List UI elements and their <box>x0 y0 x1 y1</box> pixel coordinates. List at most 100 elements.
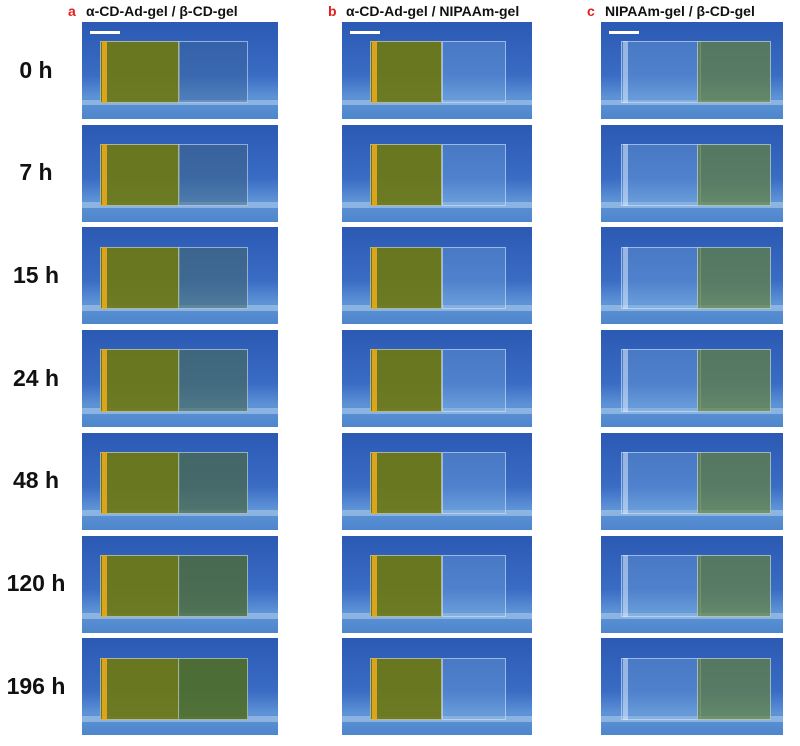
gel-block <box>442 452 506 515</box>
gel-edge <box>102 657 107 720</box>
gel-block <box>621 41 701 104</box>
panel-label: b <box>328 3 337 19</box>
gel-edge <box>102 554 107 617</box>
gel-block <box>178 657 248 720</box>
gel-block <box>100 41 180 104</box>
gel-edge <box>623 452 628 515</box>
time-label: 0 h <box>19 56 53 83</box>
gel-block <box>442 41 506 104</box>
gel-block <box>621 452 701 515</box>
photo <box>342 432 532 530</box>
gel-edge <box>372 246 377 309</box>
time-label: 7 h <box>19 159 53 186</box>
gel-edge <box>372 144 377 207</box>
time-label: 24 h <box>12 364 60 391</box>
photo <box>82 227 278 325</box>
gel-block <box>178 349 248 412</box>
gel-block <box>370 657 442 720</box>
gel-block <box>697 349 771 412</box>
gel-block <box>697 41 771 104</box>
gel-block <box>442 246 506 309</box>
gel-block <box>442 349 506 412</box>
gel-block <box>442 554 506 617</box>
photo <box>601 638 783 736</box>
gel-edge <box>623 554 628 617</box>
gel-block <box>370 452 442 515</box>
photo <box>342 638 532 736</box>
gel-block <box>442 657 506 720</box>
gel-block <box>370 349 442 412</box>
gel-block <box>621 657 701 720</box>
photo <box>82 432 278 530</box>
gel-block <box>697 657 771 720</box>
gel-edge <box>372 657 377 720</box>
time-label: 196 h <box>6 672 66 699</box>
gel-edge <box>623 246 628 309</box>
gel-block <box>442 144 506 207</box>
gel-block <box>621 246 701 309</box>
gel-edge <box>623 657 628 720</box>
gel-edge <box>102 452 107 515</box>
gel-block <box>100 452 180 515</box>
photo <box>82 330 278 428</box>
photo <box>342 535 532 633</box>
gel-block <box>621 554 701 617</box>
panel-title: NIPAAm-gel / β-CD-gel <box>605 3 755 19</box>
gel-edge <box>102 144 107 207</box>
gel-block <box>370 144 442 207</box>
photo <box>342 124 532 222</box>
gel-block <box>621 349 701 412</box>
scale-bar <box>350 31 380 34</box>
photo <box>82 124 278 222</box>
photo <box>601 22 783 119</box>
gel-edge <box>102 246 107 309</box>
gel-block <box>100 349 180 412</box>
gel-block <box>100 657 180 720</box>
time-label: 15 h <box>12 261 60 288</box>
gel-edge <box>372 554 377 617</box>
gel-edge <box>623 41 628 104</box>
photo <box>342 330 532 428</box>
gel-block <box>697 246 771 309</box>
gel-block <box>178 554 248 617</box>
photo <box>82 638 278 736</box>
panel-label: a <box>68 3 76 19</box>
photo <box>342 227 532 325</box>
gel-block <box>178 41 248 104</box>
gel-edge <box>372 452 377 515</box>
gel-block <box>621 144 701 207</box>
gel-block <box>370 246 442 309</box>
gel-edge <box>102 41 107 104</box>
gel-edge <box>623 144 628 207</box>
time-label: 48 h <box>12 467 60 494</box>
gel-edge <box>623 349 628 412</box>
gel-block <box>697 144 771 207</box>
gel-block <box>697 452 771 515</box>
panel-title: α-CD-Ad-gel / β-CD-gel <box>86 3 238 19</box>
gel-block <box>370 554 442 617</box>
gel-block <box>178 452 248 515</box>
panel-title: α-CD-Ad-gel / NIPAAm-gel <box>346 3 520 19</box>
gel-edge <box>102 349 107 412</box>
scale-bar <box>90 31 120 34</box>
scale-bar <box>609 31 639 34</box>
photo <box>82 535 278 633</box>
photo <box>601 432 783 530</box>
panel-label: c <box>587 3 595 19</box>
gel-block <box>100 144 180 207</box>
gel-block <box>178 144 248 207</box>
gel-edge <box>372 41 377 104</box>
time-label: 120 h <box>6 570 66 596</box>
photo <box>601 535 783 633</box>
gel-block <box>370 41 442 104</box>
photo <box>601 227 783 325</box>
gel-block <box>100 554 180 617</box>
photo <box>601 124 783 222</box>
gel-block <box>697 554 771 617</box>
gel-block <box>178 246 248 309</box>
photo <box>82 22 278 119</box>
gel-block <box>100 246 180 309</box>
photo <box>342 22 532 119</box>
gel-edge <box>372 349 377 412</box>
